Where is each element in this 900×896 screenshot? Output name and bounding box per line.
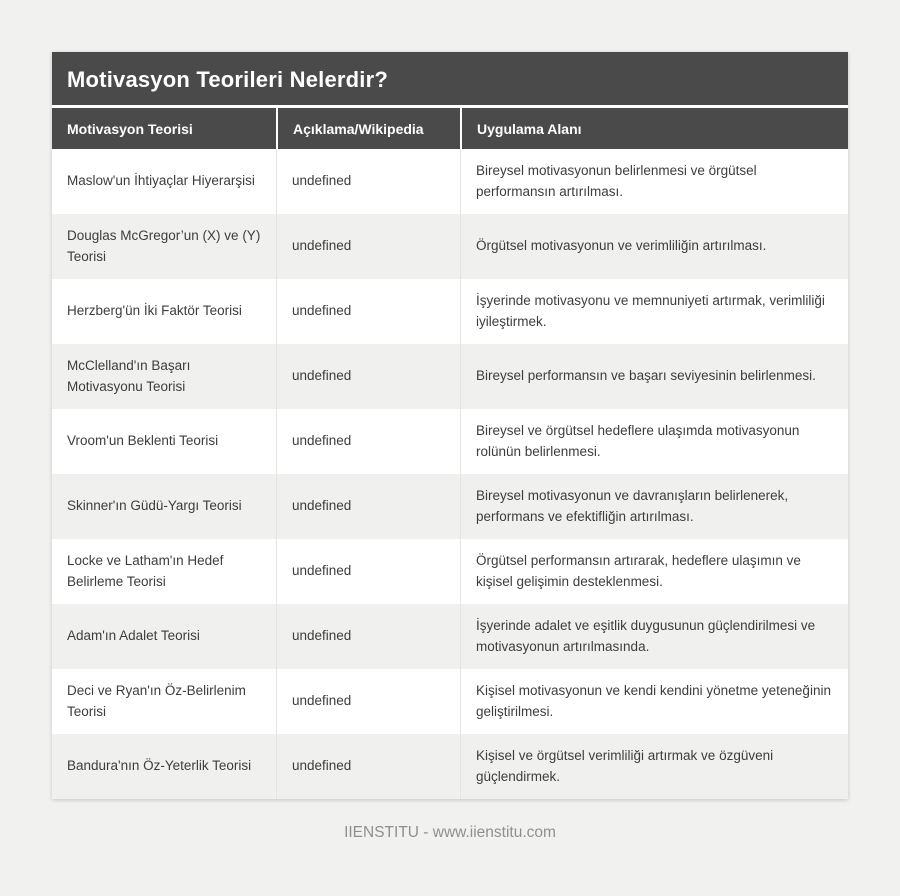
footer-credit: IIENSTITU - www.iienstitu.com [344, 824, 556, 841]
table-row: Locke ve Latham'ın Hedef Belirleme Teori… [52, 539, 848, 604]
cell-application: Örgütsel performansın artırarak, hedefle… [460, 539, 848, 604]
table-row: Herzberg'ün İki Faktör Teorisi undefined… [52, 279, 848, 344]
cell-description: undefined [276, 669, 460, 734]
cell-application: Bireysel motivasyonun ve davranışların b… [460, 474, 848, 539]
cell-application: Bireysel performansın ve başarı seviyesi… [460, 344, 848, 409]
cell-description: undefined [276, 279, 460, 344]
cell-application: Kişisel ve örgütsel verimliliği artırmak… [460, 734, 848, 799]
cell-theory: Locke ve Latham'ın Hedef Belirleme Teori… [67, 552, 224, 589]
cell-application: Kişisel motivasyonun ve kendi kendini yö… [460, 669, 848, 734]
cell-description: undefined [276, 734, 460, 799]
cell-theory: Vroom'un Beklenti Teorisi [67, 433, 219, 449]
cell-description: undefined [276, 149, 460, 214]
cell-application: Bireysel ve örgütsel hedeflere ulaşımda … [460, 409, 848, 474]
table-row: Vroom'un Beklenti Teorisi undefined Bire… [52, 409, 848, 474]
cell-description: undefined [276, 214, 460, 279]
column-header-application: Uygulama Alanı [460, 108, 848, 149]
cell-theory: Maslow'un İhtiyaçlar Hiyerarşisi [67, 173, 255, 189]
table-row: Douglas McGregor’un (X) ve (Y) Teorisi u… [52, 214, 848, 279]
column-header-theory: Motivasyon Teorisi [67, 120, 193, 137]
column-header-description: Açıklama/Wikipedia [276, 108, 460, 149]
cell-application: İşyerinde adalet ve eşitlik duygusunun g… [460, 604, 848, 669]
motivation-theories-table: Motivasyon Teorileri Nelerdir? Motivasyo… [52, 52, 848, 799]
cell-application: Örgütsel motivasyonun ve verimliliğin ar… [460, 214, 848, 279]
cell-theory: Douglas McGregor’un (X) ve (Y) Teorisi [67, 227, 261, 264]
table-header-row: Motivasyon Teorisi Açıklama/Wikipedia Uy… [52, 108, 848, 149]
table-row: McClelland'ın Başarı Motivasyonu Teorisi… [52, 344, 848, 409]
cell-theory: Herzberg'ün İki Faktör Teorisi [67, 303, 242, 319]
cell-description: undefined [276, 604, 460, 669]
cell-theory: Bandura'nın Öz-Yeterlik Teorisi [67, 758, 252, 774]
table-row: Skinner'ın Güdü-Yargı Teorisi undefined … [52, 474, 848, 539]
cell-description: undefined [276, 539, 460, 604]
table-body: Maslow'un İhtiyaçlar Hiyerarşisi undefin… [52, 149, 848, 799]
cell-application: Bireysel motivasyonun belirlenmesi ve ör… [460, 149, 848, 214]
cell-application: İşyerinde motivasyonu ve memnuniyeti art… [460, 279, 848, 344]
cell-theory: McClelland'ın Başarı Motivasyonu Teorisi [67, 357, 191, 394]
cell-description: undefined [276, 344, 460, 409]
cell-theory: Skinner'ın Güdü-Yargı Teorisi [67, 498, 242, 514]
cell-description: undefined [276, 409, 460, 474]
table-row: Deci ve Ryan'ın Öz-Belirlenim Teorisi un… [52, 669, 848, 734]
table-row: Adam'ın Adalet Teorisi undefined İşyerin… [52, 604, 848, 669]
table-row: Maslow'un İhtiyaçlar Hiyerarşisi undefin… [52, 149, 848, 214]
table-title: Motivasyon Teorileri Nelerdir? [52, 52, 848, 108]
cell-theory: Deci ve Ryan'ın Öz-Belirlenim Teorisi [67, 682, 246, 719]
cell-description: undefined [276, 474, 460, 539]
table-row: Bandura'nın Öz-Yeterlik Teorisi undefine… [52, 734, 848, 799]
cell-theory: Adam'ın Adalet Teorisi [67, 628, 200, 644]
